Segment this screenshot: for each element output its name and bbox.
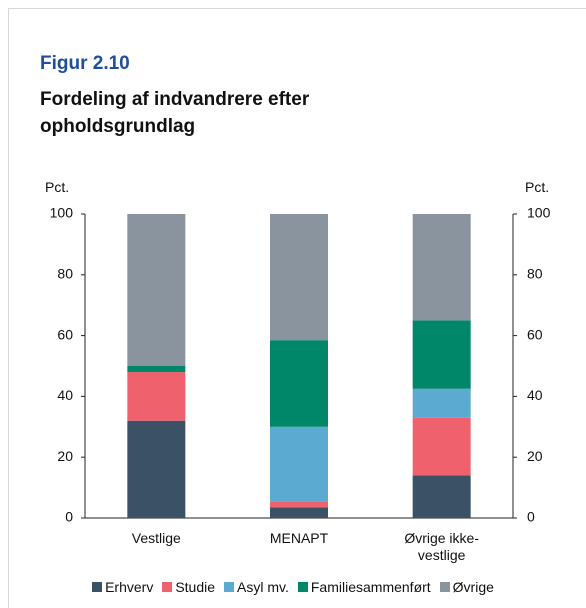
bar-segment: [127, 420, 186, 518]
legend-swatch: [224, 582, 235, 592]
bar-segment: [412, 320, 471, 389]
bar-segment: [270, 340, 328, 427]
bar-segment: [127, 214, 186, 366]
y2-tick-label: 40: [527, 387, 543, 403]
legend-swatch: [162, 582, 173, 592]
bar-segment: [412, 417, 471, 476]
legend-item: Familiesammenført: [297, 579, 431, 595]
legend-label: Studie: [175, 579, 216, 595]
bar-segment: [270, 507, 328, 518]
y2-tick-label: 0: [527, 509, 535, 525]
legend-label: Øvrige: [452, 579, 494, 595]
legend: Erhverv Studie Asyl mv. Familiesammenført Øv…: [0, 579, 586, 595]
y-tick-label: 20: [57, 448, 73, 464]
y2-tick-label: 80: [527, 266, 543, 282]
y-tick-label: 60: [57, 326, 73, 342]
legend-item: Asyl mv.: [224, 579, 289, 595]
legend-label: Familiesammenført: [310, 579, 431, 595]
bar-segment: [412, 388, 471, 418]
legend-swatch: [439, 582, 450, 592]
y2-axis-label: Pct.: [525, 179, 550, 195]
y2-tick-label: 100: [527, 205, 551, 221]
legend-label: Erhverv: [105, 579, 154, 595]
bar-segment: [270, 426, 328, 502]
chart-title: Fordeling af indvandrere efter opholdsgr…: [40, 89, 310, 137]
legend-item: Studie: [162, 579, 215, 595]
y-tick-label: 80: [57, 266, 73, 282]
bar-segment: [270, 214, 328, 341]
bar-segment: [127, 366, 186, 373]
legend-item: Øvrige: [439, 579, 494, 595]
legend-swatch: [92, 582, 103, 592]
x-tick-label: MENAPT: [269, 530, 329, 546]
y2-tick-label: 20: [527, 448, 543, 464]
y-tick-label: 100: [50, 205, 74, 221]
x-tick-label: Vestlige: [131, 530, 181, 546]
y-tick-label: 0: [65, 509, 73, 525]
bar-segment: [412, 214, 471, 321]
figure-label: Figur 2.10: [40, 53, 130, 74]
x-tick-label: Øvrige ikke- vestlige: [404, 530, 479, 563]
y-tick-label: 40: [57, 387, 73, 403]
legend-label: Asyl mv.: [237, 579, 289, 595]
y2-tick-label: 60: [527, 326, 543, 342]
legend-item: Erhverv: [92, 579, 153, 595]
bar-segment: [270, 501, 328, 508]
frame: [8, 8, 586, 608]
legend-swatch: [297, 582, 308, 592]
y-axis-label: Pct.: [45, 179, 70, 195]
bar-segment: [412, 475, 471, 518]
bar-segment: [127, 372, 186, 421]
